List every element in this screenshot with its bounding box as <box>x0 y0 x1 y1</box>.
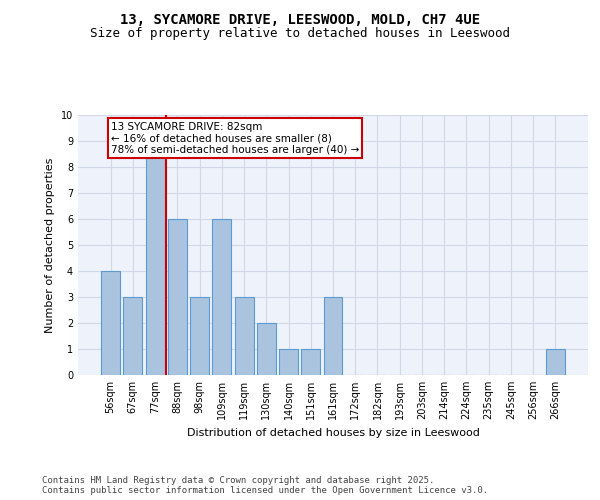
Bar <box>146 141 164 375</box>
Text: Size of property relative to detached houses in Leeswood: Size of property relative to detached ho… <box>90 28 510 40</box>
Bar <box>168 219 187 375</box>
Bar <box>212 219 231 375</box>
Y-axis label: Number of detached properties: Number of detached properties <box>46 158 55 332</box>
Bar <box>101 271 120 375</box>
Bar <box>546 349 565 375</box>
Bar <box>323 297 343 375</box>
Text: 13, SYCAMORE DRIVE, LEESWOOD, MOLD, CH7 4UE: 13, SYCAMORE DRIVE, LEESWOOD, MOLD, CH7 … <box>120 12 480 26</box>
Bar <box>124 297 142 375</box>
Bar <box>279 349 298 375</box>
Bar <box>235 297 254 375</box>
Bar <box>190 297 209 375</box>
Bar <box>257 323 276 375</box>
Text: 13 SYCAMORE DRIVE: 82sqm
← 16% of detached houses are smaller (8)
78% of semi-de: 13 SYCAMORE DRIVE: 82sqm ← 16% of detach… <box>110 122 359 154</box>
Text: Contains HM Land Registry data © Crown copyright and database right 2025.
Contai: Contains HM Land Registry data © Crown c… <box>42 476 488 495</box>
X-axis label: Distribution of detached houses by size in Leeswood: Distribution of detached houses by size … <box>187 428 479 438</box>
Bar <box>301 349 320 375</box>
